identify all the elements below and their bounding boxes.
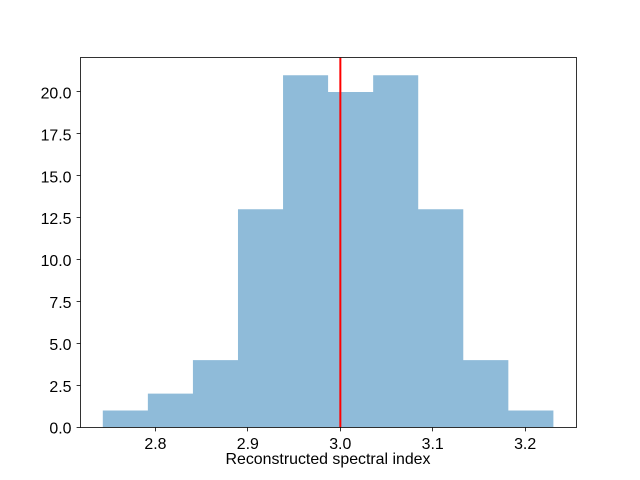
svg-text:3.2: 3.2 xyxy=(514,436,536,453)
svg-text:3.1: 3.1 xyxy=(422,436,444,453)
svg-text:2.9: 2.9 xyxy=(237,436,259,453)
svg-text:0.0: 0.0 xyxy=(49,421,71,438)
svg-text:20.0: 20.0 xyxy=(41,86,72,103)
svg-text:2.5: 2.5 xyxy=(49,379,71,396)
svg-text:15.0: 15.0 xyxy=(41,169,72,186)
svg-text:7.5: 7.5 xyxy=(49,295,71,312)
svg-text:5.0: 5.0 xyxy=(49,337,71,354)
svg-text:17.5: 17.5 xyxy=(41,127,72,144)
svg-text:2.8: 2.8 xyxy=(144,436,166,453)
svg-text:12.5: 12.5 xyxy=(41,211,72,228)
svg-text:Reconstructed spectral index: Reconstructed spectral index xyxy=(226,451,431,468)
svg-text:3.0: 3.0 xyxy=(329,436,351,453)
svg-text:10.0: 10.0 xyxy=(41,253,72,270)
